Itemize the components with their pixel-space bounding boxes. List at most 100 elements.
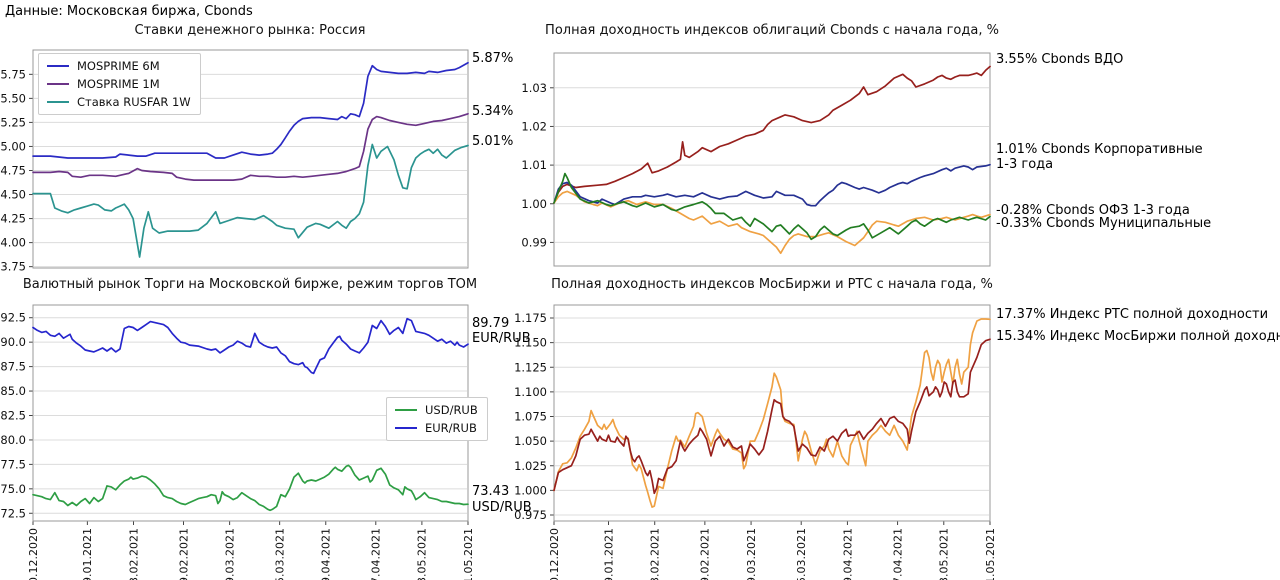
series-line-cbonds-corp (553, 163, 991, 207)
plot-frame (553, 304, 991, 522)
annotation-line: 1.01% Cbonds Корпоративные (996, 141, 1203, 157)
y-tick-label: 77.5 (0, 457, 26, 471)
x-tick-label: 13.05.2021 (416, 528, 429, 580)
y-tick-label: 87.5 (0, 360, 26, 374)
y-tick-label: 1.150 (514, 336, 547, 350)
y-tick-label: 1.050 (514, 434, 547, 448)
x-tick-label: 25.03.2021 (273, 528, 286, 580)
y-tick-label: 1.100 (514, 385, 547, 399)
legend-item-usd-rub: USD/RUB (395, 403, 478, 417)
x-tick-label: 13.05.2021 (938, 528, 951, 580)
annotation-line: 15.34% Индекс МосБиржи полной доходности (996, 329, 1280, 345)
y-tick-label: 1.03 (521, 81, 547, 95)
series-line-usd-rub (32, 464, 469, 512)
legend-label: MOSPRIME 6M (77, 59, 160, 73)
x-tick-label: 19.01.2021 (81, 528, 94, 580)
legend-item-eur-rub: EUR/RUB (395, 421, 478, 435)
chart-annotation: 73.43 USD/RUB (472, 484, 532, 515)
chart-annotation: 5.34% (472, 104, 513, 120)
y-tick-label: 1.01 (521, 158, 547, 172)
y-tick-label: 3.75 (0, 260, 26, 274)
x-tick-label: 30.12.2020 (548, 528, 561, 580)
annotation-line: 5.01% (472, 133, 514, 149)
annotation-line: 3.55% Cbonds ВДО (996, 52, 1124, 68)
x-tick-label: 03.02.2021 (649, 528, 662, 580)
chart-title-cbonds-bond-indices: Полная доходность индексов облигаций Cbo… (545, 23, 999, 38)
x-tick-label: 25.03.2021 (795, 528, 808, 580)
x-tick-label: 19.02.2021 (177, 528, 190, 580)
y-tick-label: 5.75 (0, 67, 26, 81)
chart-annotation: 5.01% (472, 134, 513, 150)
legend-label: Ставка RUSFAR 1W (77, 95, 191, 109)
y-tick-label: 1.02 (521, 119, 547, 133)
series-line-moex-tr (553, 338, 991, 495)
annotation-line: EUR/RUB (472, 331, 531, 347)
chart-title-fx-market: Валютный рынок Торги на Московской бирже… (22, 277, 478, 292)
legend-swatch-usd-rub (395, 409, 417, 411)
x-tick-label: 03.02.2021 (127, 528, 140, 580)
chart-annotation: -0.28% Cbonds ОФЗ 1-3 года (996, 203, 1190, 219)
y-tick-label: 5.25 (0, 115, 26, 129)
y-tick-label: 4.75 (0, 164, 26, 178)
series-line-cbonds-ofz (553, 190, 991, 255)
annotation-line: 89.79 (472, 315, 510, 331)
legend-label: USD/RUB (425, 403, 478, 417)
legend-item-mosprime-1m: MOSPRIME 1M (47, 77, 191, 91)
plot-frame (32, 49, 469, 269)
annotation-line: -0.33% Cbonds Муниципальные (996, 215, 1212, 231)
y-tick-label: 82.5 (0, 409, 26, 423)
chart-annotation: 5.87% (472, 51, 513, 67)
y-tick-label: 1.075 (514, 410, 547, 424)
annotation-line: 1-3 года (996, 157, 1054, 172)
y-tick-label: 4.50 (0, 188, 26, 202)
plot-frame (553, 52, 991, 267)
x-tick-label: 27.04.2021 (891, 528, 904, 580)
y-tick-label: 0.975 (514, 508, 547, 522)
chart-title-moex-rts-indices: Полная доходность индексов МосБиржи и РТ… (551, 277, 993, 292)
chart-annotation: -0.33% Cbonds Муниципальные (996, 216, 1211, 232)
y-tick-label: 1.025 (514, 459, 547, 473)
y-tick-label: 72.5 (0, 506, 26, 520)
x-tick-label: 09.03.2021 (223, 528, 236, 580)
series-line-eur-rub (32, 317, 469, 375)
legend-label: EUR/RUB (425, 421, 477, 435)
y-tick-label: 85.0 (0, 384, 26, 398)
x-tick-label: 09.03.2021 (745, 528, 758, 580)
y-tick-label: 5.00 (0, 139, 26, 153)
annotation-line: 73.43 (472, 484, 510, 500)
x-tick-label: 09.04.2021 (320, 528, 333, 580)
x-tick-label: 30.12.2020 (27, 528, 40, 580)
y-tick-label: 80.0 (0, 433, 26, 447)
y-tick-label: 1.175 (514, 311, 547, 325)
legend-item-mosprime-6m: MOSPRIME 6M (47, 59, 191, 73)
x-tick-label: 19.02.2021 (699, 528, 712, 580)
chart-annotation: 15.34% Индекс МосБиржи полной доходности (996, 329, 1280, 345)
chart-annotation: 3.55% Cbonds ВДО (996, 52, 1123, 68)
y-tick-label: 5.50 (0, 91, 26, 105)
chart-annotation: 89.79 EUR/RUB (472, 316, 531, 347)
legend-swatch-eur-rub (395, 427, 417, 429)
y-tick-label: 4.00 (0, 236, 26, 250)
chart-annotation: 17.37% Индекс РТС полной доходности (996, 307, 1268, 323)
y-tick-label: 90.0 (0, 335, 26, 349)
x-tick-label: 27.04.2021 (370, 528, 383, 580)
chart-legend: MOSPRIME 6M MOSPRIME 1M Ставка RUSFAR 1W (38, 53, 201, 115)
y-tick-label: 0.99 (521, 235, 547, 249)
y-tick-label: 1.000 (514, 483, 547, 497)
y-tick-label: 4.25 (0, 212, 26, 226)
x-tick-label: 31.05.2021 (984, 528, 997, 580)
y-tick-label: 75.0 (0, 482, 26, 496)
x-tick-label: 19.01.2021 (602, 528, 615, 580)
legend-swatch-mosprime-1m (47, 83, 69, 85)
series-line-cbonds-muni (553, 172, 991, 241)
legend-item-rusfar-1w: Ставка RUSFAR 1W (47, 95, 191, 109)
x-tick-label: 31.05.2021 (462, 528, 475, 580)
y-tick-label: 1.00 (521, 197, 547, 211)
source-note: Данные: Московская биржа, Cbonds (5, 4, 253, 19)
series-line-mosprime-1m (32, 112, 469, 181)
annotation-line: -0.28% Cbonds ОФЗ 1-3 года (996, 203, 1190, 218)
annotation-line: 5.87% (472, 51, 514, 67)
series-line-cbonds-vdo (553, 65, 991, 204)
legend-label: MOSPRIME 1M (77, 77, 160, 91)
